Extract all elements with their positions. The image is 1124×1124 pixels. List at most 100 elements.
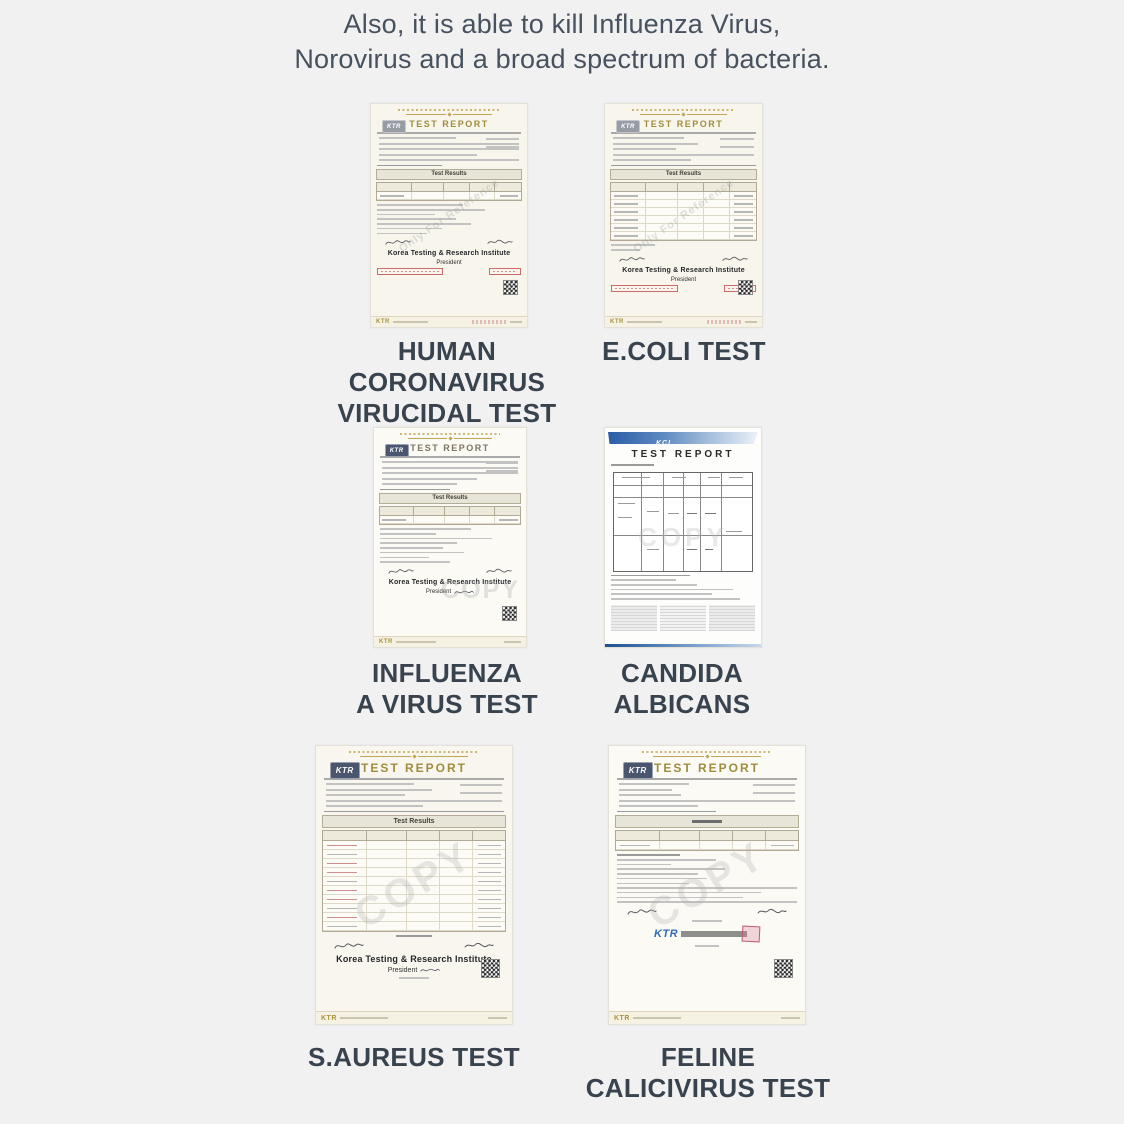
qr-code [502,280,518,295]
table-row [610,208,757,217]
address-line [380,456,520,458]
table-row [322,868,506,878]
results-header: Test Results [375,169,523,181]
gold-ornament [631,109,736,111]
table-row [322,904,506,914]
results-table [321,830,507,933]
kcl-header-band: KCL [608,432,758,444]
footer-text-block [660,604,706,631]
sample-line [323,810,505,812]
sample-line [377,164,521,166]
gold-flourish [360,754,468,759]
doc-footer: KTR [316,1011,512,1024]
president-line: President [316,967,512,974]
footer-lab-logo: KTR [614,1014,630,1022]
results-table [614,830,800,852]
gold-ornament [397,109,501,111]
signatures [385,238,513,247]
red-stamp-box-left [377,268,444,275]
signature-right [487,239,513,244]
institute-name: Korea Testing & Research Institute [622,266,745,274]
table-row [322,913,506,923]
footer-lab-logo: KTR [379,639,393,645]
signature-left [385,240,411,245]
results-header: Test Results [609,169,758,181]
results-header: Test Results [321,815,507,829]
signature-right [464,943,494,948]
institute-brand-row: KTR [609,925,805,943]
caption-line-1: FELINE [660,1042,756,1072]
qr-code [481,959,501,978]
kcl-notes-block [611,574,755,600]
red-stamp-box-left [611,284,678,292]
footer-lab-logo: KTR [610,319,624,325]
table-row [322,850,506,860]
intro-line-2: Norovirus and a broad spectrum of bacter… [294,44,830,74]
test-report-saureus: COPY KTR TEST REPORT Test Results [315,745,513,1025]
doc-title: TEST REPORT [409,119,489,129]
caption-human-coronavirus: HUMAN CORONAVIRUS VIRUCIDAL TEST [307,336,587,429]
caption-line-1: CANDIDA [621,658,743,688]
signature-right [757,908,787,914]
table-row [610,200,757,209]
stamp-boxes [611,284,756,292]
intro-heading: Also, it is able to kill Influenza Virus… [0,7,1124,77]
caption-saureus: S.AUREUS TEST [274,1042,554,1073]
gold-ornament [642,751,772,753]
caption-line-1: S.AUREUS TEST [308,1042,520,1072]
signature-left [334,943,364,949]
table-row [322,922,506,932]
caption-line-1: E.COLI TEST [602,336,766,366]
signatures [627,907,788,917]
institute-name: Korea Testing & Research Institute [387,250,511,257]
institute-name: Korea Testing & Research Institute [336,954,492,965]
korean-results-title-bar [692,820,722,823]
intro-line-1: Also, it is able to kill Influenza Virus… [343,9,781,39]
caption-ecoli: E.COLI TEST [544,336,824,367]
gold-ornament [349,751,479,753]
sample-line [380,488,520,490]
red-seal-stamp [741,925,761,943]
results-table [609,182,758,242]
doc-title: TEST REPORT [360,761,467,775]
gold-flourish [653,754,761,759]
test-report-feline-calicivirus: COPY KTR TEST REPORT KTR [608,745,806,1025]
president-signature [420,968,440,972]
address-line [616,778,798,780]
stamp-boxes [377,268,521,275]
notes-block [611,244,755,251]
table-row [322,859,506,869]
results-table [375,182,523,202]
footer-text-block [611,604,658,631]
notes-block [616,854,798,903]
doc-title: TEST REPORT [410,443,490,453]
qr-code [774,959,794,978]
institute-name: Korea Testing & Research Institute [388,578,512,586]
president-line: President [670,276,697,283]
doc-title: TEST REPORT [653,761,760,775]
gold-flourish [406,112,492,117]
signatures [619,255,748,264]
gold-flourish [640,112,726,117]
caption-line-2: CALICIVIRUS TEST [585,1073,831,1103]
doc-title: TEST REPORT [643,119,724,129]
caption-line-1: HUMAN CORONAVIRUS [348,336,546,397]
president-line: President [436,260,462,266]
table-row [322,895,506,905]
test-report-ecoli: Only For Reference KTR TEST REPORT Test … [604,103,763,328]
president-signature [454,590,474,594]
table-row [610,224,757,233]
page-number-line [399,977,429,980]
table-header-row [615,831,799,842]
qr-code [737,280,753,295]
test-report-human-coronavirus: Only For Reference KTR TEST REPORT Test … [370,103,528,328]
signature-left [619,256,645,262]
results-header [614,815,800,829]
president-line: President [374,589,526,596]
table-header-row [379,507,521,517]
table-row [379,516,521,525]
caption-line-2: A VIRUS TEST [356,689,538,719]
doc-footer: KTR [374,636,526,647]
caption-influenza: INFLUENZA A VIRUS TEST [307,658,587,720]
